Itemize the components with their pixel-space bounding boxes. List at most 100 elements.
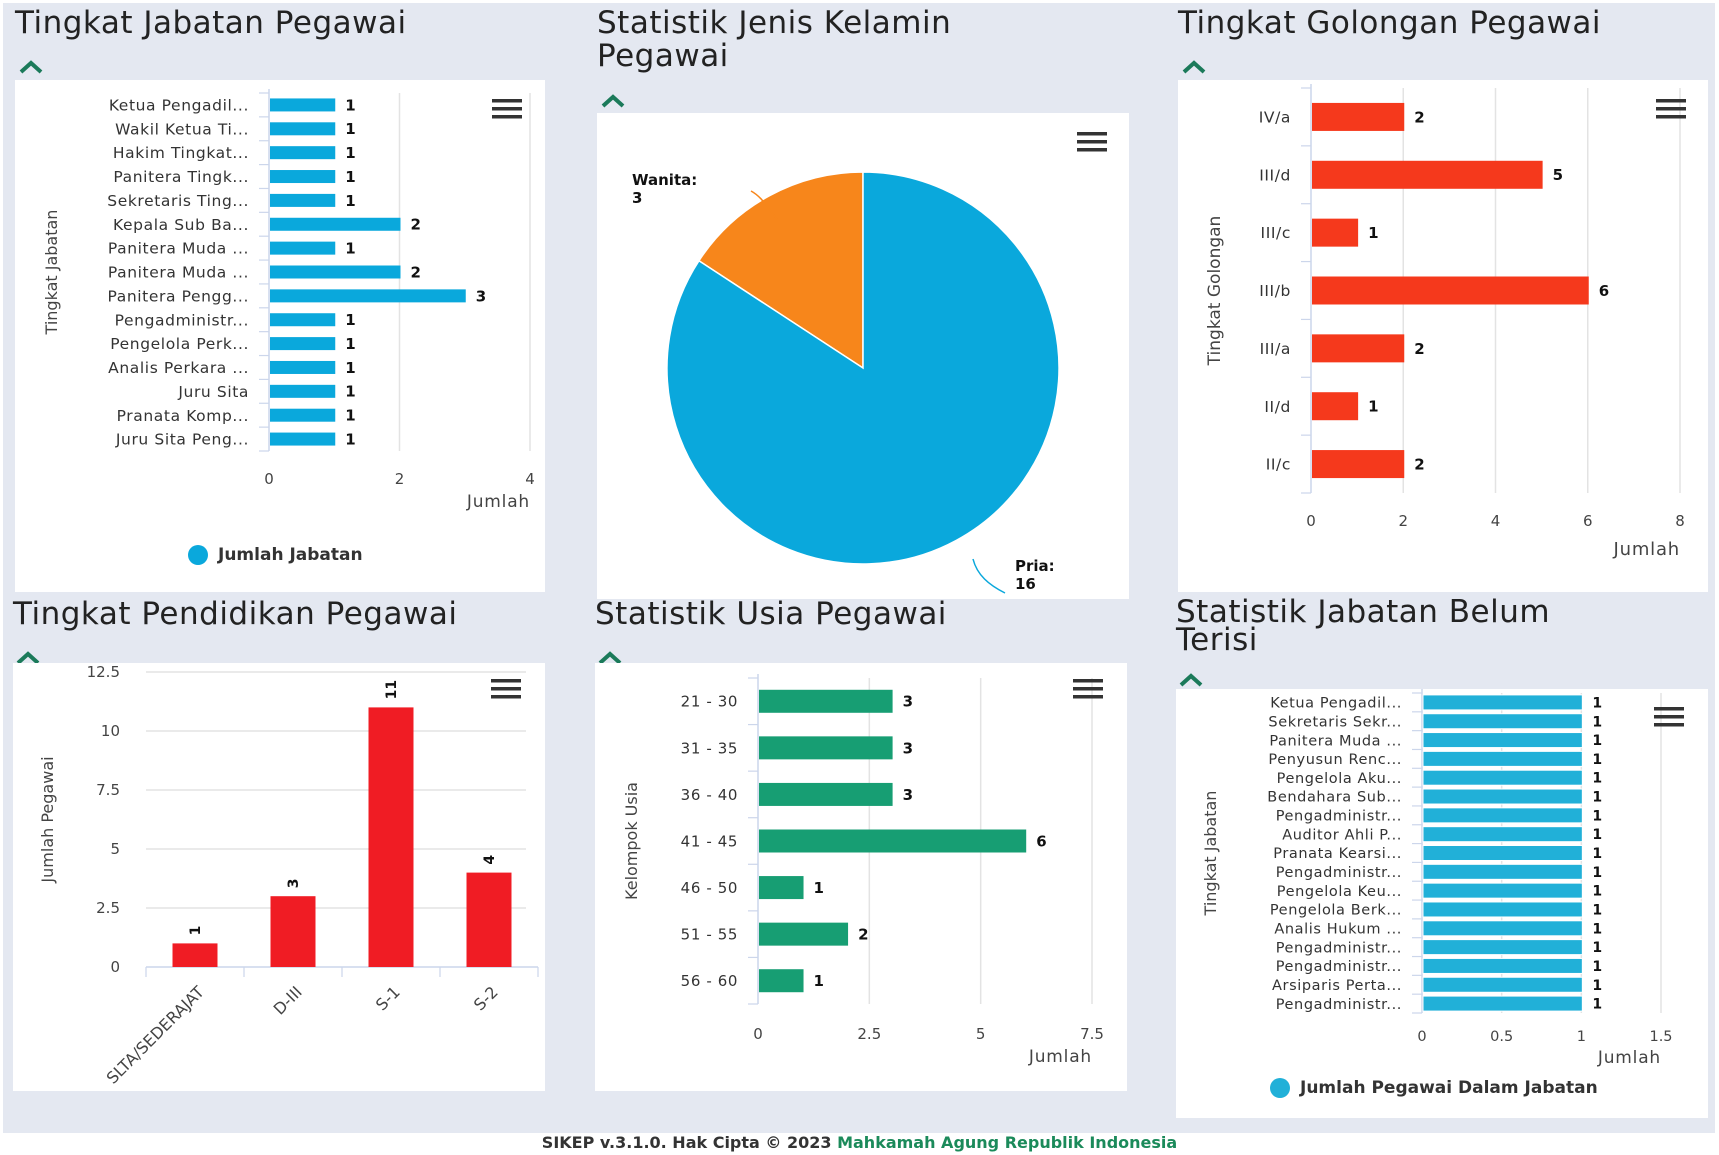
x-tick-label: 8 <box>1675 512 1685 530</box>
category-label: Pengadministr... <box>115 311 249 329</box>
hamburger-menu-icon[interactable] <box>491 678 523 700</box>
data-label: 1 <box>345 168 355 186</box>
category-label: Panitera Pengg... <box>107 287 249 305</box>
category-label: Ketua Pengadil... <box>1270 696 1402 712</box>
y-axis-title: Jumlah Pegawai <box>38 756 57 883</box>
bar <box>1422 694 1583 711</box>
data-label: 1 <box>1592 959 1602 975</box>
bar <box>270 122 336 136</box>
category-label: Bendahara Sub... <box>1267 790 1402 806</box>
x-axis-title: Jumlah <box>466 492 530 512</box>
bar <box>1422 920 1583 937</box>
data-label: 2 <box>1414 108 1424 126</box>
bar <box>1312 392 1359 421</box>
legend-marker <box>188 545 208 565</box>
panel-title-line1: Statistik Jenis Kelamin <box>597 5 952 41</box>
data-label: 1 <box>1592 884 1602 900</box>
bar <box>172 943 218 967</box>
data-label: 1 <box>1368 224 1378 242</box>
hamburger-menu-icon[interactable] <box>1656 98 1688 120</box>
y-axis-title: Tingkat Jabatan <box>1201 791 1220 917</box>
bar <box>270 241 336 255</box>
y-axis-title: Tingkat Jabatan <box>42 210 61 336</box>
data-label: 1 <box>345 311 355 329</box>
data-label: 2 <box>411 263 421 281</box>
data-label: 3 <box>286 878 302 888</box>
category-label: III/c <box>1261 224 1291 242</box>
category-label: S-1 <box>372 982 404 1014</box>
category-label: 31 - 35 <box>681 739 738 757</box>
chart-card: 0 2 4 6 8 IV/a 2 III/d 5 III/c 1 III/b 6 III/a 2 II/d 1 I… <box>1178 80 1708 592</box>
data-label: 6 <box>1036 832 1046 850</box>
chevron-up-icon[interactable] <box>600 93 626 109</box>
chevron-up-icon[interactable] <box>18 59 44 75</box>
y-axis-title: Kelompok Usia <box>622 782 641 900</box>
category-label: Penyusun Renc... <box>1268 752 1402 768</box>
category-label: Wakil Ketua Ti... <box>115 120 249 138</box>
bar <box>368 707 414 967</box>
x-tick-label: 1.5 <box>1649 1029 1672 1045</box>
bar <box>759 922 849 946</box>
chevron-up-icon[interactable] <box>597 650 623 666</box>
category-label: Pranata Komp... <box>117 407 249 425</box>
bar <box>1312 160 1543 189</box>
bar <box>270 265 401 279</box>
category-label: Panitera Muda ... <box>108 264 249 282</box>
panel-title-line2: Pegawai <box>597 38 729 74</box>
panel-title: Tingkat Jabatan Pegawai <box>15 5 407 41</box>
category-label: 46 - 50 <box>681 879 738 897</box>
data-label: 1 <box>345 359 355 377</box>
chart-jabatan: 0 2 4 Ketua Pengadil... 1 Wakil Ketua Ti... 1 H… <box>42 89 535 512</box>
pie-slice <box>666 171 1060 565</box>
data-label: 1 <box>188 926 204 936</box>
data-label: 1 <box>1592 827 1602 843</box>
chart-card: 0 0.5 1 1.5 Ketua Pengadil... 1 Sekretaris Sek… <box>1176 689 1708 1118</box>
y-tick-label: 0 <box>110 958 120 976</box>
category-label: IV/a <box>1259 109 1291 127</box>
bar <box>270 360 336 374</box>
category-label: Auditor Ahli P... <box>1282 827 1402 843</box>
category-label: Sekretaris Ting... <box>107 192 249 210</box>
label-connector <box>972 558 1006 594</box>
bar <box>1422 807 1583 824</box>
chevron-up-icon[interactable] <box>1181 59 1207 75</box>
data-label: 3 <box>476 287 486 305</box>
chevron-up-icon[interactable] <box>15 650 41 666</box>
pie-value: 16 <box>1015 575 1036 593</box>
bar <box>270 896 316 967</box>
x-tick-label: 5 <box>976 1025 986 1043</box>
data-label: 4 <box>482 855 498 865</box>
data-label: 1 <box>1592 978 1602 994</box>
y-tick-label: 5 <box>110 840 120 858</box>
footer: SIKEP v.3.1.0. Hak Cipta © 2023 Mahkamah… <box>0 1131 1719 1155</box>
data-label: 1 <box>345 383 355 401</box>
chevron-up-icon[interactable] <box>1178 672 1204 688</box>
category-label: II/d <box>1264 398 1291 416</box>
data-label: 1 <box>345 407 355 425</box>
y-tick-label: 2.5 <box>96 899 120 917</box>
footer-link[interactable]: Mahkamah Agung Republik Indonesia <box>837 1133 1178 1152</box>
hamburger-menu-icon[interactable] <box>492 98 524 120</box>
legend[interactable]: Jumlah Jabatan <box>188 545 363 565</box>
panel-title: Statistik Jabatan Belum Terisi <box>1176 597 1550 656</box>
category-label: Pengadministr... <box>1276 865 1402 881</box>
chart-usia: 0 2.5 5 7.5 21 - 30 3 31 - 35 3 36 - 40 3 41 - 45 6… <box>622 674 1104 1067</box>
hamburger-menu-icon[interactable] <box>1654 706 1686 728</box>
data-label: 3 <box>903 693 913 711</box>
data-label: 2 <box>411 216 421 234</box>
category-label: 51 - 55 <box>681 926 738 944</box>
category-label: Panitera Tingk... <box>113 168 249 186</box>
hamburger-menu-icon[interactable] <box>1077 131 1109 153</box>
data-label: 1 <box>1592 714 1602 730</box>
category-label: Pranata Kearsi... <box>1273 846 1402 862</box>
x-tick-label: 2 <box>1398 512 1408 530</box>
bar <box>1422 939 1583 956</box>
category-label: Ketua Pengadil... <box>109 97 249 115</box>
data-label: 1 <box>1592 752 1602 768</box>
chart-card: 0 2.5 5 7.5 10 12.5 1 SLTA/SEDERAJAT 3 D-III 11 S-1… <box>13 663 545 1091</box>
hamburger-menu-icon[interactable] <box>1073 678 1105 700</box>
pie-value: 3 <box>632 189 642 207</box>
legend[interactable]: Jumlah Pegawai Dalam Jabatan <box>1270 1078 1598 1098</box>
category-label: Juru Sita Peng... <box>115 431 249 449</box>
x-tick-label: 0 <box>264 470 274 488</box>
